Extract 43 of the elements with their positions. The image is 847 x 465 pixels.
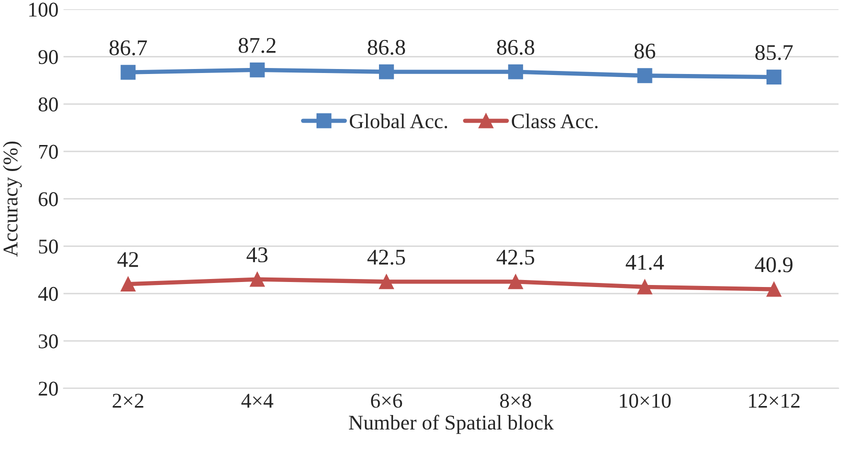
y-tick-label: 60 (38, 192, 58, 206)
x-tick-label: 2×2 (112, 394, 144, 408)
y-tick-label: 20 (38, 382, 58, 396)
x-tick-label: 6×6 (371, 394, 402, 408)
data-label: 42.5 (367, 250, 406, 265)
data-label: 41.4 (626, 254, 664, 270)
point (637, 68, 652, 84)
y-tick-label: 100 (29, 2, 58, 17)
y-tick-label: 30 (38, 334, 58, 348)
x-tick-label: 12×12 (749, 394, 800, 408)
point (766, 282, 782, 297)
y-tick-label: 80 (38, 97, 58, 112)
data-label: 86.8 (368, 40, 406, 55)
point (508, 64, 524, 80)
point (378, 274, 394, 290)
x-tick-label: 8×8 (500, 394, 532, 408)
y-tick-label: 70 (39, 144, 58, 159)
data-label: 42 (117, 252, 138, 267)
point (378, 64, 394, 80)
x-axis-title: Number of Spatial block (348, 414, 554, 434)
x-tick-label: 10×10 (620, 394, 671, 408)
y-tick-label: 50 (39, 240, 58, 254)
x-tick-label: 4×4 (241, 394, 274, 408)
point (250, 272, 265, 287)
data-label: 85.7 (755, 45, 793, 60)
data-label: 40.9 (754, 257, 792, 272)
legend-label: Class Acc. (512, 114, 598, 128)
point (766, 70, 782, 85)
y-tick-label: 40 (38, 286, 58, 301)
data-label: 86.8 (497, 40, 534, 55)
y-axis-title: Accuracy (%) (2, 142, 22, 257)
data-label: 86 (634, 44, 656, 59)
point (637, 279, 652, 294)
data-label: 42.5 (496, 250, 534, 265)
data-label: 43 (246, 247, 268, 262)
data-label: 87.2 (238, 38, 276, 54)
point (120, 64, 136, 80)
point (120, 276, 136, 292)
y-tick-label: 90 (38, 50, 58, 64)
data-label: 86.7 (110, 40, 147, 56)
point (508, 274, 524, 290)
legend-label: Global Acc. (350, 114, 448, 128)
point (250, 62, 265, 78)
